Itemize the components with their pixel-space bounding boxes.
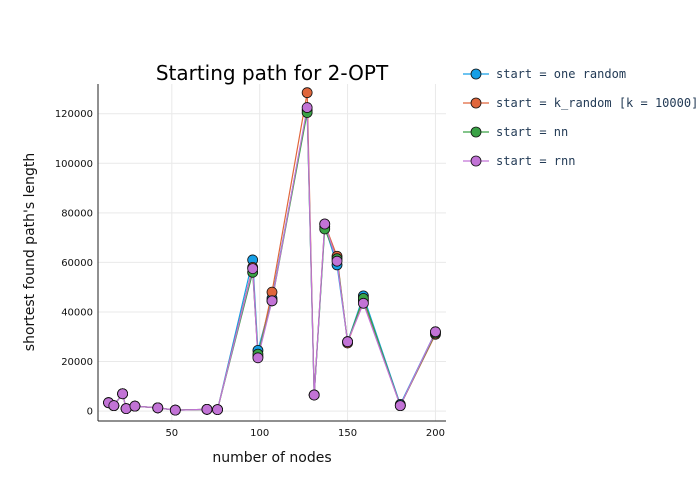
data-points: [103, 87, 441, 416]
legend-marker: [470, 155, 482, 167]
data-point: [301, 102, 313, 113]
x-axis-label: number of nodes: [212, 450, 331, 466]
data-point: [108, 400, 120, 412]
series-lines: [108, 92, 437, 411]
legend-label: start = k_random [k = 10000]: [496, 96, 698, 110]
x-tick-label: 100: [250, 428, 269, 439]
x-tick-label: 150: [338, 428, 357, 439]
data-point: [201, 403, 213, 415]
y-tick-label: 100000: [55, 159, 93, 170]
y-tick-label: 80000: [61, 208, 93, 219]
data-point: [357, 297, 369, 309]
data-point: [266, 295, 278, 307]
data-point: [247, 263, 259, 275]
legend: start = one random start = k_random [k = …: [463, 67, 698, 168]
data-point: [342, 336, 353, 348]
data-point: [394, 400, 406, 412]
y-tick-label: 0: [87, 407, 93, 418]
data-point: [252, 352, 264, 364]
y-tick-label: 20000: [61, 357, 93, 368]
grid-lines: [98, 84, 446, 421]
data-point: [331, 255, 343, 267]
y-tick-label: 60000: [61, 258, 93, 269]
y-axis-label: shortest found path's length: [22, 153, 38, 351]
data-point: [117, 388, 129, 400]
legend-label: start = one random: [496, 67, 626, 81]
data-point: [152, 402, 164, 414]
data-point: [430, 326, 441, 338]
tick-labels: 50 100 150 200 0 20000 40000 60000 80000 100000 12…: [55, 109, 445, 439]
legend-marker: [470, 126, 482, 138]
legend-label: start = rnn: [496, 154, 575, 168]
x-tick-label: 50: [165, 428, 178, 439]
data-point: [212, 404, 223, 416]
x-tick-label: 200: [426, 428, 445, 439]
data-point: [319, 218, 331, 230]
axes: [97, 84, 446, 422]
y-tick-label: 40000: [61, 307, 93, 318]
data-point: [308, 389, 320, 401]
legend-marker: [470, 97, 482, 109]
y-tick-label: 120000: [55, 109, 93, 120]
data-point: [129, 400, 141, 412]
chart-title: Starting path for 2-OPT: [156, 61, 389, 85]
legend-label: start = nn: [496, 125, 568, 139]
data-point: [169, 404, 181, 416]
legend-marker: [470, 68, 482, 80]
data-point: [301, 87, 313, 99]
